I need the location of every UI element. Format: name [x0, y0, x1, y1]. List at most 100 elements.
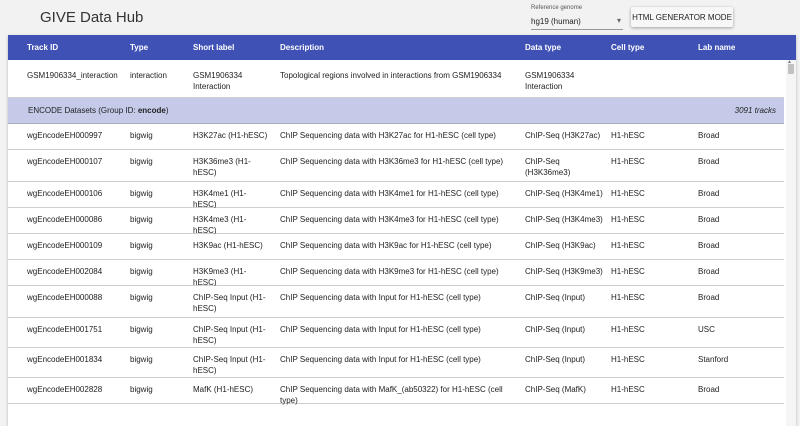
cell-short-label: H3K9ac (H1-hESC) — [193, 241, 263, 250]
cell-type: bigwig — [130, 325, 153, 334]
cell-description: ChIP Sequencing data with Input for H1-h… — [280, 293, 481, 302]
cell-data-type: ChIP-Seq (H3K4me1) — [525, 189, 603, 198]
group-label-suffix: ) — [165, 106, 169, 115]
cell-type: bigwig — [130, 355, 153, 364]
cell-lab-name: Broad — [698, 267, 720, 276]
cell-data-type: ChIP-Seq (Input) — [525, 325, 586, 334]
reference-genome-select[interactable]: Reference genome hg19 (human) ▾ — [531, 5, 623, 30]
table-row[interactable]: wgEncodeEH002828 bigwig MafK (H1-hESC) ChIP… — [8, 378, 784, 405]
cell-description: ChIP Sequencing data with H3K9ac for H1-… — [280, 241, 492, 250]
table-row[interactable]: wgEncodeEH001834 bigwig ChIP-Seq Input (H1… — [8, 348, 784, 378]
cell-track-id: wgEncodeEH000086 — [27, 215, 103, 224]
cell-description: ChIP Sequencing data with H3K9me3 for H1… — [280, 267, 499, 276]
cell-type: bigwig — [130, 157, 153, 166]
column-header-data-type[interactable]: Data type — [525, 43, 562, 52]
cell-description: ChIP Sequencing data with H3K27ac for H1… — [280, 131, 496, 140]
cell-data-type: ChIP-Seq (MafK) — [525, 385, 586, 394]
cell-lab-name: Broad — [698, 157, 720, 166]
cell-cell-type: H1-hESC — [611, 157, 645, 166]
group-id: encode — [137, 106, 166, 115]
cell-cell-type: H1-hESC — [611, 267, 645, 276]
cell-description: Topological regions involved in interact… — [280, 71, 502, 80]
cell-type: bigwig — [130, 385, 153, 394]
cell-cell-type: H1-hESC — [611, 355, 645, 364]
table-row[interactable]: wgEncodeEH000106 bigwig H3K4me1 (H1-hESC) C… — [8, 182, 784, 209]
column-header-short-label[interactable]: Short label — [193, 43, 235, 52]
cell-type: bigwig — [130, 293, 153, 302]
reference-genome-label: Reference genome — [531, 5, 583, 11]
table-row[interactable]: wgEncodeEH000088 bigwig ChIP-Seq Input (H1… — [8, 286, 784, 318]
cell-lab-name: Broad — [698, 241, 720, 250]
cell-short-label: H3K9me3 (H1-hESC) — [193, 267, 247, 287]
cell-data-type: ChIP-Seq (H3K9me3) — [525, 267, 603, 276]
cell-cell-type: H1-hESC — [611, 385, 645, 394]
html-generator-mode-button[interactable]: HTML GENERATOR MODE — [631, 7, 733, 27]
cell-data-type: ChIP-Seq (Input) — [525, 355, 586, 364]
table-header: Track ID Type Short label Description Da… — [8, 35, 796, 60]
cell-lab-name: Broad — [698, 189, 720, 198]
app-bar: GIVE Data Hub Reference genome hg19 (hum… — [0, 0, 800, 36]
cell-lab-name: USC — [698, 325, 715, 334]
cell-description: ChIP Sequencing data with Input for H1-h… — [280, 325, 481, 334]
column-header-type[interactable]: Type — [130, 43, 149, 52]
cell-short-label: ChIP-Seq Input (H1-hESC) — [193, 355, 266, 375]
cell-type: interaction — [130, 71, 167, 80]
group-row-encode[interactable]: ENCODE Datasets (Group ID: encode) 3091 … — [8, 98, 784, 124]
chevron-down-icon: ▾ — [616, 16, 621, 25]
cell-lab-name: Stanford — [698, 355, 729, 364]
column-header-lab-name[interactable]: Lab name — [698, 43, 736, 52]
cell-description: ChIP Sequencing data with MafK_(ab50322)… — [280, 385, 503, 405]
group-label-prefix: ENCODE Datasets (Group ID: — [28, 106, 138, 115]
table-row[interactable]: GSM1906334_interaction interaction GSM19… — [8, 60, 784, 98]
cell-data-type: ChIP-Seq (Input) — [525, 293, 586, 302]
cell-short-label: H3K27ac (H1-hESC) — [193, 131, 268, 140]
table-row[interactable]: wgEncodeEH001751 bigwig ChIP-Seq Input (H1… — [8, 318, 784, 348]
cell-track-id: GSM1906334_interaction — [27, 71, 118, 80]
cell-lab-name: Broad — [698, 131, 720, 140]
group-label: ENCODE Datasets (Group ID: encode) — [28, 106, 169, 115]
cell-short-label: MafK (H1-hESC) — [193, 385, 254, 394]
cell-type: bigwig — [130, 267, 153, 276]
cell-data-type: ChIP-Seq (H3K9ac) — [525, 241, 596, 250]
cell-cell-type: H1-hESC — [611, 293, 645, 302]
table-row[interactable]: wgEncodeEH000997 bigwig H3K27ac (H1-hESC) C… — [8, 124, 784, 150]
cell-track-id: wgEncodeEH001751 — [27, 325, 103, 334]
column-header-cell-type[interactable]: Cell type — [611, 43, 645, 52]
table-row[interactable]: wgEncodeEH000086 bigwig H3K4me3 (H1-hESC) C… — [8, 208, 784, 235]
vertical-scrollbar[interactable]: ▲ — [786, 59, 796, 426]
cell-type: bigwig — [130, 215, 153, 224]
cell-short-label: H3K36me3 (H1-hESC) — [193, 157, 251, 177]
cell-track-id: wgEncodeEH000088 — [27, 293, 103, 302]
cell-lab-name: Broad — [698, 293, 720, 302]
cell-short-label: ChIP-Seq Input (H1-hESC) — [193, 325, 266, 345]
cell-description: ChIP Sequencing data with Input for H1-h… — [280, 355, 481, 364]
scroll-up-arrow-icon[interactable]: ▲ — [787, 59, 792, 65]
cell-short-label: H3K4me1 (H1-hESC) — [193, 189, 247, 209]
cell-data-type: ChIP-Seq (H3K36me3) — [525, 157, 571, 177]
cell-track-id: wgEncodeEH000106 — [27, 189, 103, 198]
table-row[interactable]: wgEncodeEH000109 bigwig H3K9ac (H1-hESC) Ch… — [8, 234, 784, 260]
cell-cell-type: H1-hESC — [611, 215, 645, 224]
cell-cell-type: H1-hESC — [611, 325, 645, 334]
group-track-count: 3091 tracks — [734, 106, 776, 115]
cell-type: bigwig — [130, 131, 153, 140]
cell-type: bigwig — [130, 189, 153, 198]
scrollbar-thumb[interactable] — [788, 64, 794, 74]
cell-data-type: ChIP-Seq (H3K4me3) — [525, 215, 603, 224]
reference-genome-value: hg19 (human) — [531, 17, 581, 26]
table-row[interactable]: wgEncodeEH000107 bigwig H3K36me3 (H1-hESC)… — [8, 150, 784, 182]
column-header-description[interactable]: Description — [280, 43, 325, 52]
cell-track-id: wgEncodeEH000107 — [27, 157, 103, 166]
table-row[interactable]: wgEncodeEH002084 bigwig H3K9me3 (H1-hESC) C… — [8, 260, 784, 287]
cell-short-label: H3K4me3 (H1-hESC) — [193, 215, 247, 235]
cell-track-id: wgEncodeEH002828 — [27, 385, 103, 394]
column-header-track-id[interactable]: Track ID — [27, 43, 59, 52]
cell-data-type: ChIP-Seq (H3K27ac) — [525, 131, 601, 140]
cell-cell-type: H1-hESC — [611, 131, 645, 140]
cell-cell-type: H1-hESC — [611, 241, 645, 250]
cell-track-id: wgEncodeEH002084 — [27, 267, 103, 276]
cell-description: ChIP Sequencing data with H3K4me1 for H1… — [280, 189, 499, 198]
cell-track-id: wgEncodeEH001834 — [27, 355, 103, 364]
table-body: GSM1906334_interaction interaction GSM19… — [8, 60, 784, 405]
cell-track-id: wgEncodeEH000109 — [27, 241, 103, 250]
